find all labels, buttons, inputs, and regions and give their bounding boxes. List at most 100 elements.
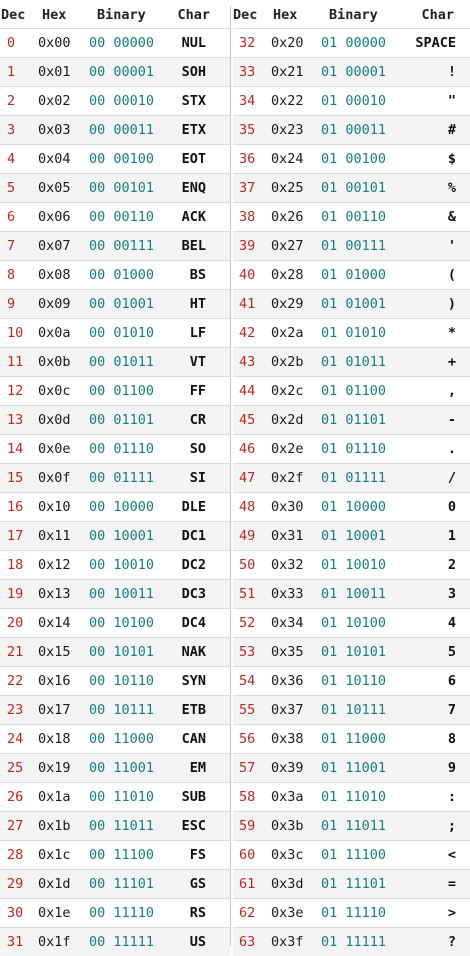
char-cell: VT: [189, 354, 206, 370]
table-row: 19 0x13 00 10011 DC3: [0, 579, 230, 608]
dec-cell: 8: [7, 267, 16, 283]
char-cell: $: [447, 151, 456, 167]
dec-cell: 54: [239, 673, 256, 689]
binary-cell: 01 00100: [321, 151, 387, 167]
table-row: 12 0x0c 00 01100 FF: [0, 376, 230, 405]
table-row: 63 0x3f 01 11111?: [233, 927, 470, 956]
char-cell: :: [447, 789, 456, 805]
char-cell: %: [447, 180, 456, 196]
hex-cell: 0x25: [271, 180, 304, 196]
dec-cell: 19: [7, 586, 24, 602]
hex-cell: 0x05: [38, 180, 71, 196]
binary-cell: 01 11010: [321, 789, 387, 805]
dec-cell: 10: [7, 325, 24, 341]
table-row: 18 0x12 00 10010 DC2: [0, 550, 230, 579]
dec-cell: 46: [239, 441, 256, 457]
table-row: 22 0x16 00 10110 SYN: [0, 666, 230, 695]
table-row: 16 0x10 00 10000 DLE: [0, 492, 230, 521]
table-header: Dec Hex Binary Char: [233, 0, 470, 28]
dec-cell: 29: [7, 876, 24, 892]
hex-cell: 0x02: [38, 93, 71, 109]
binary-cell: 00 00010: [89, 93, 155, 109]
dec-cell: 45: [239, 412, 256, 428]
dec-cell: 18: [7, 557, 24, 573]
hex-cell: 0x35: [271, 644, 304, 660]
binary-cell: 01 00001: [321, 64, 387, 80]
char-cell: SI: [189, 470, 206, 486]
binary-cell: 01 01111: [321, 470, 387, 486]
binary-cell: 01 00000: [321, 35, 387, 51]
char-cell: 9: [447, 760, 456, 776]
binary-cell: 01 01101: [321, 412, 387, 428]
char-cell: EM: [189, 760, 206, 776]
binary-cell: 01 11101: [321, 876, 387, 892]
hex-cell: 0x28: [271, 267, 304, 283]
table-row: 44 0x2c 01 01100,: [233, 376, 470, 405]
binary-cell: 00 11010: [89, 789, 155, 805]
char-cell: SYN: [181, 673, 206, 689]
dec-cell: 28: [7, 847, 24, 863]
binary-cell: 01 10101: [321, 644, 387, 660]
char-cell: 6: [447, 673, 456, 689]
dec-cell: 40: [239, 267, 256, 283]
header-char: Char: [421, 7, 454, 23]
binary-cell: 00 10010: [89, 557, 155, 573]
char-cell: 3: [447, 586, 456, 602]
dec-cell: 42: [239, 325, 256, 341]
table-row: 1 0x01 00 00001 SOH: [0, 57, 230, 86]
hex-cell: 0x15: [38, 644, 71, 660]
table-body: 32 0x20 01 00000 SPACE 33 0x21 01 00001! 34 0x22…: [233, 28, 470, 956]
dec-cell: 43: [239, 354, 256, 370]
binary-cell: 01 01010: [321, 325, 387, 341]
header-hex: Hex: [42, 7, 67, 23]
binary-cell: 01 00111: [321, 238, 387, 254]
dec-cell: 53: [239, 644, 256, 660]
binary-cell: 00 00100: [89, 151, 155, 167]
table-row: 61 0x3d 01 11101 =: [233, 869, 470, 898]
char-cell: ': [447, 238, 456, 254]
char-cell: 7: [447, 702, 456, 718]
binary-cell: 01 11110: [321, 905, 387, 921]
hex-cell: 0x1d: [38, 876, 71, 892]
table-row: 35 0x23 01 00011 #: [233, 115, 470, 144]
hex-cell: 0x0c: [38, 383, 71, 399]
table-row: 8 0x08 00 01000 BS: [0, 260, 230, 289]
hex-cell: 0x07: [38, 238, 71, 254]
char-cell: CAN: [181, 731, 206, 747]
table-row: 30 0x1e 00 11110 RS: [0, 898, 230, 927]
hex-cell: 0x1b: [38, 818, 71, 834]
hex-cell: 0x2a: [271, 325, 304, 341]
char-cell: BS: [189, 267, 206, 283]
char-cell: 5: [447, 644, 456, 660]
dec-cell: 30: [7, 905, 24, 921]
hex-cell: 0x03: [38, 122, 71, 138]
hex-cell: 0x30: [271, 499, 304, 515]
binary-cell: 00 10111: [89, 702, 155, 718]
hex-cell: 0x3d: [271, 876, 304, 892]
table-row: 52 0x34 01 10100 4: [233, 608, 470, 637]
char-cell: NUL: [181, 35, 206, 51]
dec-cell: 33: [239, 64, 256, 80]
table-row: 38 0x26 01 00110 &: [233, 202, 470, 231]
hex-cell: 0x16: [38, 673, 71, 689]
binary-cell: 01 10111: [321, 702, 387, 718]
binary-cell: 01 01100: [321, 383, 387, 399]
char-cell: 4: [447, 615, 456, 631]
header-char: Char: [177, 7, 210, 23]
hex-cell: 0x27: [271, 238, 304, 254]
dec-cell: 20: [7, 615, 24, 631]
char-cell: DC1: [181, 528, 206, 544]
header-dec: Dec: [1, 7, 26, 23]
dec-cell: 6: [7, 209, 16, 225]
char-cell: DC4: [181, 615, 206, 631]
table-row: 4 0x04 00 00100 EOT: [0, 144, 230, 173]
char-cell: .: [447, 441, 456, 457]
char-cell: ACK: [181, 209, 206, 225]
hex-cell: 0x19: [38, 760, 71, 776]
hex-cell: 0x06: [38, 209, 71, 225]
binary-cell: 00 01110: [89, 441, 155, 457]
char-cell: RS: [189, 905, 206, 921]
hex-cell: 0x10: [38, 499, 71, 515]
table-row: 58 0x3a 01 11010:: [233, 782, 470, 811]
binary-cell: 00 11110: [89, 905, 155, 921]
